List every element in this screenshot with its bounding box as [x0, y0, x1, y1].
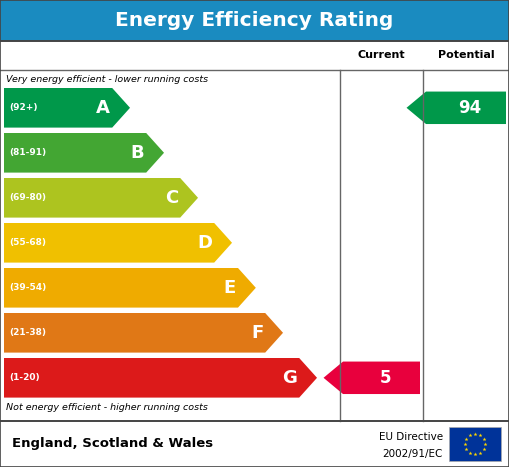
Polygon shape [4, 313, 283, 353]
Text: 5: 5 [380, 369, 391, 387]
Text: Energy Efficiency Rating: Energy Efficiency Rating [116, 11, 393, 30]
Text: A: A [96, 99, 110, 117]
Text: 94: 94 [459, 99, 482, 117]
Text: Very energy efficient - lower running costs: Very energy efficient - lower running co… [6, 75, 208, 84]
Polygon shape [4, 133, 164, 173]
Text: (1-20): (1-20) [9, 373, 40, 382]
Bar [0, 421, 509, 467]
Text: B: B [131, 144, 144, 162]
Bar [449, 427, 501, 461]
Polygon shape [4, 358, 317, 397]
Text: England, Scotland & Wales: England, Scotland & Wales [12, 438, 213, 451]
Text: F: F [251, 324, 263, 342]
Polygon shape [4, 88, 130, 127]
Text: Potential: Potential [438, 50, 494, 61]
Bar [0, 0, 509, 41]
Polygon shape [407, 92, 506, 124]
Text: 2002/91/EC: 2002/91/EC [383, 449, 443, 459]
Text: G: G [282, 369, 297, 387]
Text: (69-80): (69-80) [9, 193, 46, 202]
Text: (21-38): (21-38) [9, 328, 46, 337]
Polygon shape [324, 361, 420, 394]
Text: Not energy efficient - higher running costs: Not energy efficient - higher running co… [6, 403, 208, 411]
Bar [0, 41, 509, 421]
Text: Current: Current [358, 50, 405, 61]
Text: (81-91): (81-91) [9, 149, 46, 157]
Polygon shape [4, 178, 198, 218]
Text: D: D [197, 234, 212, 252]
Polygon shape [4, 268, 256, 308]
Text: E: E [224, 279, 236, 297]
Text: (39-54): (39-54) [9, 283, 46, 292]
Text: C: C [165, 189, 178, 207]
Text: (55-68): (55-68) [9, 238, 46, 248]
Polygon shape [4, 223, 232, 262]
Text: EU Directive: EU Directive [379, 432, 443, 442]
Text: (92+): (92+) [9, 103, 38, 112]
